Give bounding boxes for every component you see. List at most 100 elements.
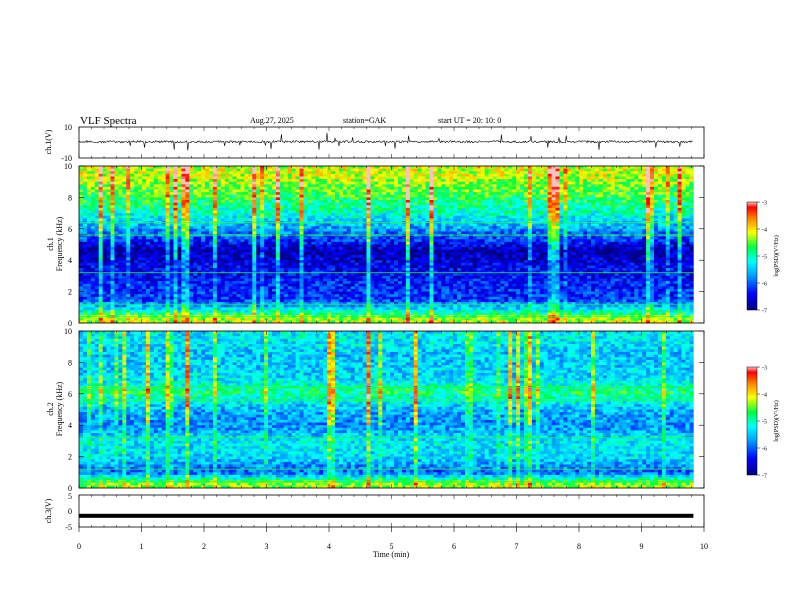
- spectrogram-cell: [602, 173, 608, 177]
- spectrogram-cell: [82, 186, 88, 190]
- spectrogram-cell: [197, 213, 202, 217]
- spectrogram-cell: [327, 239, 332, 243]
- spectrogram-cell: [685, 236, 690, 240]
- spectrogram-cell: [287, 205, 292, 209]
- spectrogram-cell: [145, 234, 151, 237]
- spectrogram-cell: [496, 192, 501, 196]
- spectrogram-cell: [457, 207, 462, 211]
- spectrogram-cell: [464, 171, 470, 175]
- spectrogram-cell: [220, 186, 226, 190]
- spectrogram-cell: [342, 218, 348, 222]
- spectrogram-cell: [488, 197, 493, 201]
- spectrogram-cell: [657, 181, 663, 185]
- spectrogram-cell: [516, 218, 521, 222]
- spectrogram-cell: [358, 176, 363, 180]
- spectrogram-cell: [685, 197, 690, 201]
- spectrogram-cell: [496, 173, 501, 177]
- spectrogram-cell: [492, 202, 497, 206]
- spectrogram-cell: [492, 241, 497, 245]
- spectrogram-cell: [398, 226, 403, 230]
- spectrogram-cell: [346, 184, 352, 188]
- spectrogram-cell: [82, 236, 88, 240]
- spectrogram-cell: [338, 234, 344, 237]
- spectrogram-cell: [390, 244, 395, 248]
- spectrogram-cell: [378, 189, 383, 193]
- spectrogram-cell: [224, 239, 229, 243]
- spectrogram-cell: [165, 247, 170, 251]
- spectrogram-cell: [291, 200, 296, 203]
- spectrogram-cell: [102, 166, 107, 169]
- spectrogram-cell: [677, 181, 682, 185]
- spectrogram-cell: [370, 192, 375, 196]
- spectrogram-cell: [413, 239, 418, 243]
- spectrogram-cell: [185, 197, 190, 201]
- spectrogram-cell: [260, 239, 265, 243]
- spectrogram-cell: [86, 176, 92, 180]
- spectrogram-cell: [256, 236, 261, 240]
- spectrogram-cell: [378, 231, 383, 235]
- spectrogram-cell: [590, 171, 596, 175]
- spectrogram-cell: [260, 247, 265, 251]
- spectrogram-cell: [437, 179, 442, 182]
- spectrogram-cell: [145, 241, 151, 245]
- spectrogram-cell: [488, 189, 493, 193]
- spectrogram-cell: [327, 228, 332, 232]
- spectrogram-cell: [106, 166, 111, 169]
- spectrogram-cell: [461, 194, 466, 198]
- spectrogram-cell: [622, 210, 627, 214]
- spectrogram-cell: [244, 236, 249, 240]
- spectrogram-cell: [126, 218, 131, 222]
- spectrogram-cell: [583, 218, 588, 222]
- spectrogram-cell: [189, 202, 194, 206]
- spectrogram-cell: [689, 228, 694, 232]
- spectrogram-cell: [327, 236, 332, 240]
- spectrogram-cell: [689, 168, 694, 172]
- spectrogram-cell: [342, 200, 348, 203]
- spectrogram-cell: [425, 181, 430, 185]
- spectrogram-cell: [216, 228, 222, 232]
- spectrogram-cell: [417, 218, 422, 222]
- spectrogram-cell: [197, 236, 202, 240]
- spectrogram-cell: [145, 189, 151, 193]
- spectrogram-cell: [441, 244, 446, 248]
- spectrogram-cell: [256, 218, 261, 222]
- spectrogram-cell: [638, 173, 643, 177]
- spectrogram-cell: [445, 179, 450, 182]
- spectrogram-cell: [398, 171, 403, 175]
- spectrogram-cell: [382, 207, 387, 211]
- spectrogram-cell: [602, 179, 608, 182]
- spectrogram-cell: [669, 244, 674, 248]
- spectrogram-cell: [669, 194, 674, 198]
- spectrogram-cell: [370, 241, 375, 245]
- spectrogram-cell: [130, 207, 135, 211]
- spectrogram-cell: [173, 205, 178, 209]
- spectrogram-cell: [94, 239, 99, 243]
- spectrogram-cell: [338, 236, 344, 240]
- spectrogram-cell: [240, 168, 245, 172]
- spectrogram-cell: [504, 234, 509, 237]
- spectrogram-cell: [461, 181, 466, 185]
- spectrogram-cell: [492, 210, 497, 214]
- spectrogram-cell: [358, 241, 363, 245]
- spectrogram-cell: [252, 207, 257, 211]
- spectrogram-cell: [366, 231, 371, 235]
- spectrogram-cell: [555, 184, 560, 188]
- spectrogram-cell: [295, 194, 300, 198]
- spectrogram-cell: [114, 186, 119, 190]
- spectrogram-cell: [275, 223, 281, 227]
- spectrogram-cell: [527, 173, 533, 177]
- spectrogram-cell: [177, 228, 182, 232]
- spectrogram-cell: [149, 223, 155, 227]
- spectrogram-cell: [138, 181, 143, 185]
- spectrogram-cell: [508, 239, 513, 243]
- spectrogram-cell: [480, 186, 485, 190]
- spectrogram-cell: [539, 186, 545, 190]
- spectrogram-cell: [142, 189, 147, 193]
- spectrogram-cell: [102, 171, 107, 175]
- spectrogram-cell: [130, 223, 135, 227]
- spectrogram-cell: [547, 207, 552, 211]
- spectrogram-cell: [669, 184, 674, 188]
- spectrogram-cell: [453, 239, 458, 243]
- spectrogram-cell: [531, 205, 537, 209]
- spectrogram-cell: [212, 176, 218, 180]
